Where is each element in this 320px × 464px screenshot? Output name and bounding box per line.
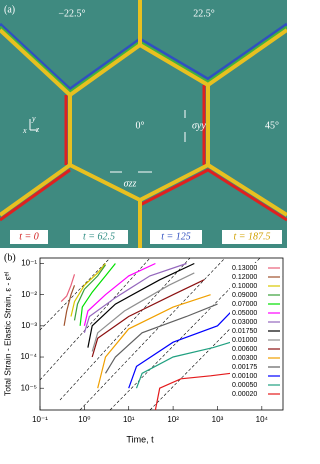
x-tick-label: 10⁰ (78, 415, 90, 424)
y-axis-label: Total Strain - Elastic Strain, ε - εᵉˡ (2, 272, 12, 396)
legend-label: 0.12000 (232, 274, 257, 281)
time-label: t = 62.5 (83, 231, 115, 242)
time-label: t = 187.5 (233, 231, 270, 242)
angle-label: 45° (265, 120, 279, 131)
legend-label: 0.07000 (232, 301, 257, 308)
axis-label: z (35, 125, 40, 134)
x-tick-label: 10⁴ (256, 415, 269, 424)
grain-boundaries (0, 0, 287, 248)
series-line (60, 274, 76, 303)
series-line (97, 294, 211, 389)
stress-label: σzz (124, 178, 137, 189)
series-line (135, 341, 231, 389)
plot-area (39, 257, 284, 411)
time-label: t = 125 (161, 231, 191, 242)
legend-label: 0.00600 (232, 346, 257, 353)
angle-label: 0° (136, 120, 145, 131)
x-tick-label: 10³ (212, 415, 224, 424)
series-line (104, 303, 218, 374)
series-line (73, 264, 106, 321)
x-tick-label: 10² (167, 415, 179, 424)
x-tick-label: 10⁻¹ (32, 415, 48, 424)
legend-label: 0.00100 (232, 373, 257, 380)
x-axis-label: Time, t (126, 434, 154, 444)
angle-label: −22.5° (58, 8, 85, 19)
stress-label: σyy (192, 120, 206, 131)
legend-label: 0.05000 (232, 310, 257, 317)
series-line (70, 263, 106, 317)
legend-label: 0.00050 (232, 382, 257, 389)
arrows (29, 110, 186, 173)
figure: (a) −22.5° 22.5° 0° 45° σyy σzz y x z t … (0, 0, 287, 444)
series-line (154, 372, 231, 411)
legend-label: 0.00020 (232, 391, 257, 398)
legend-label: 0.13000 (232, 265, 257, 272)
series-line (79, 263, 116, 326)
legend-label: 0.01750 (232, 328, 257, 335)
y-tick-label: 10⁻³ (21, 321, 37, 330)
y-tick-label: 10⁻² (21, 290, 37, 299)
y-tick-label: 10⁻⁵ (21, 383, 37, 392)
legend-label: 0.00175 (232, 364, 257, 371)
legend-label: 0.03000 (232, 319, 257, 326)
legend-label: 0.09000 (232, 292, 257, 299)
legend-label: 0.01000 (232, 337, 257, 344)
axis-label: y (31, 114, 36, 123)
legend-label: 0.00300 (232, 355, 257, 362)
y-tick-label: 10⁻⁴ (20, 352, 37, 361)
panel-label: (a) (4, 4, 15, 15)
time-labels: t = 0 t = 62.5 t = 125 t = 187.5 (10, 230, 282, 244)
series-line (83, 262, 156, 326)
series-line (83, 262, 187, 333)
y-tick-label: 10⁻¹ (21, 259, 37, 268)
axis-label: x (22, 126, 27, 135)
panel-label: (b) (4, 252, 16, 263)
series-line (91, 279, 205, 358)
angle-label: 22.5° (193, 8, 215, 19)
time-label: t = 0 (19, 231, 39, 242)
x-tick-label: 10¹ (123, 415, 135, 424)
series-line (87, 262, 195, 348)
series-line (128, 303, 240, 389)
series-line (63, 285, 76, 326)
legend-label: 0.10000 (232, 283, 257, 290)
panel-a-labels: (a) −22.5° 22.5° 0° 45° σyy σzz y x z (4, 4, 279, 189)
series-line (91, 272, 195, 352)
